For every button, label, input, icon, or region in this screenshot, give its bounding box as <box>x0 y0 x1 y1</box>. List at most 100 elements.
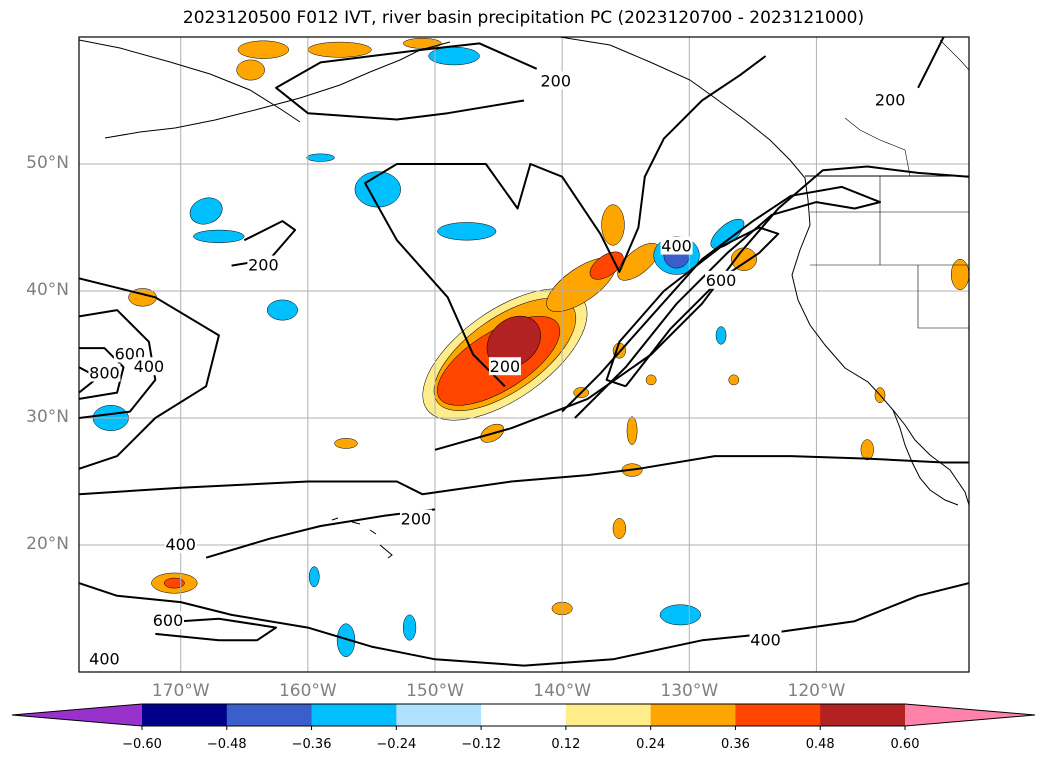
precip-patch <box>612 518 626 539</box>
lat-tick-label: 50°N <box>26 153 69 173</box>
colorbar-tick-label: −0.36 <box>291 737 332 752</box>
colorbar-tick-label: 0.24 <box>636 737 666 752</box>
contour-label-bg <box>152 611 184 630</box>
colorbar-tick-label: −0.60 <box>122 737 162 752</box>
ivt-contour-400 <box>561 185 881 419</box>
precip-patch <box>308 566 320 588</box>
contour-label-bg <box>164 535 197 553</box>
contour-label-bg <box>660 236 693 255</box>
contour-label-bg <box>874 90 907 109</box>
ivt-contour-400 <box>79 582 969 667</box>
contour-label: 400 <box>750 630 781 649</box>
coastline-baja <box>892 409 959 506</box>
precip-patch <box>402 38 442 49</box>
lon-tick-label: 130°W <box>660 681 719 701</box>
contour-label: 400 <box>134 357 165 376</box>
colorbar-segment <box>396 704 482 726</box>
precip-patch <box>626 416 638 445</box>
colorbar-tick-label: −0.24 <box>376 737 417 752</box>
precip-patch <box>193 229 245 243</box>
ivt-contours <box>79 37 969 667</box>
contour-label-bg <box>132 357 165 376</box>
precip-patch <box>354 171 401 208</box>
ivt-contour-200 <box>275 42 538 121</box>
colorbar-extend-low <box>12 704 142 726</box>
precip-patch <box>306 153 335 162</box>
lat-tick-label: 40°N <box>26 280 69 300</box>
lon-tick-label: 120°W <box>787 681 846 701</box>
lon-tick-label: 150°W <box>406 681 464 701</box>
contour-label: 400 <box>165 535 196 554</box>
contour-label: 200 <box>541 71 572 90</box>
colorbar-tick-label: −0.48 <box>206 737 247 752</box>
precip-patch <box>237 40 290 59</box>
ivt-contour-200 <box>434 165 969 451</box>
colorbar-tick-label: −0.12 <box>461 737 502 752</box>
colorbar-segment <box>226 704 313 726</box>
colorbar <box>11 703 1036 730</box>
colorbar-tick-label: 0.48 <box>805 737 835 752</box>
precip-patch <box>189 197 223 225</box>
precip-patch <box>659 604 701 626</box>
colorbar-tick-label: 0.60 <box>890 737 920 752</box>
contour-label: 600 <box>706 271 737 290</box>
hawaii-islands <box>331 517 393 559</box>
colorbar-segment <box>311 704 397 726</box>
precip-patch <box>402 614 417 641</box>
precip-patch <box>715 326 727 345</box>
precip-patch <box>236 59 265 81</box>
precip-patch <box>950 259 969 290</box>
contour-label: 400 <box>661 237 692 256</box>
precip-patch <box>307 41 372 58</box>
contour-label-bg <box>749 630 782 649</box>
contour-label: 200 <box>401 510 432 529</box>
lat-tick-label: 30°N <box>26 407 69 427</box>
precip-patch <box>601 204 625 246</box>
precip-patch <box>428 46 480 66</box>
colorbar-tick-label: 0.36 <box>720 737 750 752</box>
ivt-contour-400 <box>155 617 278 642</box>
coastline-alaska-peninsula <box>104 41 451 139</box>
precip-patch <box>334 438 358 449</box>
precip-patch <box>437 222 497 241</box>
contour-label-bg <box>247 255 280 274</box>
precip-patch <box>336 623 356 658</box>
contour-label-bg <box>539 71 572 90</box>
ivt-contour-200 <box>364 55 767 388</box>
precip-patch <box>860 439 874 461</box>
coastline-north-america <box>559 37 969 506</box>
precip-patch <box>163 577 185 589</box>
ivt-contour-200 <box>79 277 220 470</box>
chart-title: 2023120500 F012 IVT, river basin precipi… <box>182 8 865 28</box>
contour-label: 200 <box>248 256 279 275</box>
colorbar-segment <box>565 704 652 726</box>
precipitation-pc-fill <box>92 38 969 658</box>
contour-label: 400 <box>89 649 120 668</box>
contour-label-bg <box>88 363 121 382</box>
coastlines <box>79 37 969 559</box>
state-borders <box>810 39 969 329</box>
precip-patch <box>728 374 740 386</box>
precip-patch <box>589 251 624 280</box>
contour-label-bg <box>705 270 738 289</box>
colorbar-segment <box>142 704 228 726</box>
ivt-contour-600 <box>605 226 780 388</box>
contour-label: 600 <box>153 611 184 630</box>
coastline-alaska <box>79 39 301 123</box>
precip-patch <box>645 374 657 386</box>
ivt-contour-600 <box>79 347 125 400</box>
contour-label: 200 <box>875 91 906 110</box>
colorbar-tick-label: 0.12 <box>551 737 581 752</box>
lon-tick-label: 170°W <box>151 681 210 701</box>
lon-tick-label: 160°W <box>278 681 337 701</box>
contour-label: 800 <box>89 364 120 383</box>
contour-label-bg <box>399 509 432 528</box>
precip-patch <box>266 299 298 321</box>
contour-label: 200 <box>490 357 521 376</box>
colorbar-segment <box>481 704 567 726</box>
grid-lines <box>79 37 969 672</box>
colorbar-extend-high <box>905 704 1035 726</box>
colorbar-segment <box>650 704 736 726</box>
